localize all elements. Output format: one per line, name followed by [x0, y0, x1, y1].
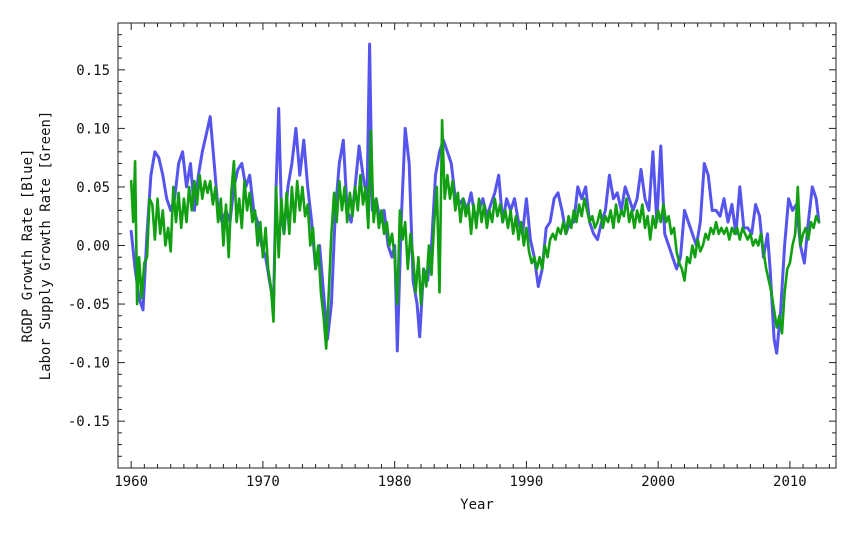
y-tick-label: -0.10	[68, 356, 110, 372]
x-tick-label: 2000	[641, 474, 675, 490]
series-line-rgdp	[129, 42, 821, 355]
y-axis-label-line-2: Labor Supply Growth Rate [Green]	[38, 111, 54, 381]
y-axis-label-line-1: RGDP Growth Rate [Blue]	[20, 149, 36, 343]
x-tick-label: 1960	[114, 474, 148, 490]
x-tick-label: 1990	[510, 474, 544, 490]
y-tick-label: 0.00	[76, 239, 110, 255]
series-layer	[129, 42, 821, 355]
x-tick-label: 2010	[773, 474, 807, 490]
x-axis-ticks: 1960 1970 1980 1990 2000 2010	[114, 23, 830, 490]
y-tick-label: -0.15	[68, 414, 110, 430]
x-tick-label: 1970	[246, 474, 280, 490]
x-tick-label: 1980	[378, 474, 412, 490]
x-axis-label: Year	[460, 497, 494, 513]
y-axis-ticks: -0.15 -0.10 -0.05 0.00 0.05 0.10 0.15	[68, 34, 836, 457]
y-tick-label: 0.10	[76, 121, 110, 137]
plot-frame	[117, 22, 837, 469]
y-tick-label: 0.15	[76, 63, 110, 79]
series-line-labor-supply	[129, 118, 821, 350]
y-tick-label: -0.05	[68, 297, 110, 313]
y-tick-label: 0.05	[76, 180, 110, 196]
